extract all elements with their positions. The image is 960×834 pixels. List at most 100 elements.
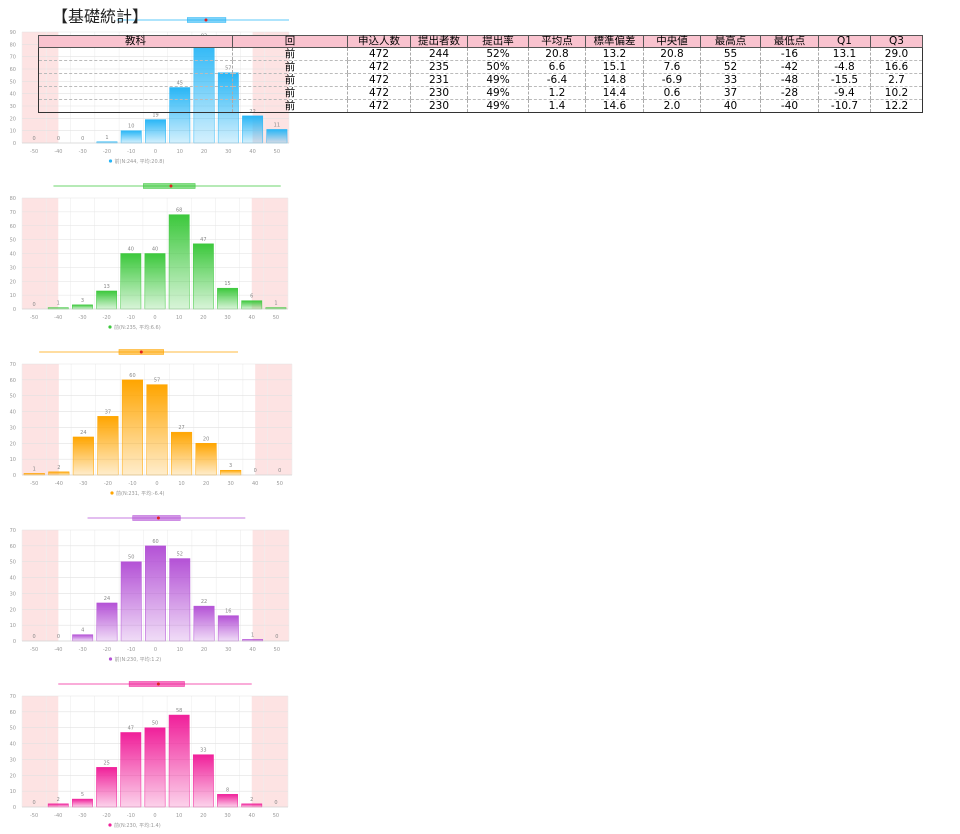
data-label: 19 bbox=[152, 113, 158, 119]
y-tick-label: 30 bbox=[10, 265, 16, 271]
data-label: 2 bbox=[250, 797, 253, 803]
chart: 0102030405060700-500-404-3024-2050-10600… bbox=[10, 515, 290, 663]
data-label: 47 bbox=[128, 725, 134, 731]
subject-cell bbox=[38, 73, 233, 87]
table-cell: -10.7 bbox=[818, 99, 871, 113]
y-tick-label: 40 bbox=[10, 252, 16, 258]
table-cell: 29.0 bbox=[870, 47, 923, 61]
x-tick-label: 50 bbox=[274, 149, 280, 155]
table-cell: -4.8 bbox=[818, 60, 871, 74]
x-tick-label: 30 bbox=[224, 315, 230, 321]
bar bbox=[169, 558, 191, 642]
x-tick-label: 20 bbox=[200, 813, 206, 819]
table-cell: 230 bbox=[410, 86, 468, 100]
y-tick-label: 20 bbox=[10, 279, 16, 285]
x-tick-label: 10 bbox=[176, 813, 182, 819]
data-label: 0 bbox=[81, 136, 84, 142]
x-tick-label: -30 bbox=[78, 813, 86, 819]
table-cell: -6.4 bbox=[528, 73, 586, 87]
bar bbox=[241, 803, 263, 808]
mean-dot bbox=[204, 18, 208, 22]
bar bbox=[217, 287, 238, 310]
outer-zone bbox=[22, 364, 59, 475]
data-label: 58 bbox=[176, 708, 182, 714]
x-tick-label: -50 bbox=[30, 315, 38, 321]
x-tick-label: 50 bbox=[273, 813, 279, 819]
y-tick-label: 10 bbox=[10, 457, 16, 463]
x-tick-label: 50 bbox=[277, 481, 283, 487]
x-tick-label: -30 bbox=[78, 315, 86, 321]
table-cell: 14.4 bbox=[585, 86, 644, 100]
data-label: 2 bbox=[57, 797, 60, 803]
data-label: 6 bbox=[250, 294, 253, 300]
y-tick-label: 0 bbox=[13, 639, 16, 645]
y-tick-label: 0 bbox=[13, 473, 16, 479]
x-tick-label: -10 bbox=[128, 481, 136, 487]
y-tick-label: 40 bbox=[10, 742, 16, 748]
legend-swatch bbox=[108, 325, 112, 329]
y-tick-label: 80 bbox=[10, 196, 16, 202]
x-tick-label: 50 bbox=[273, 315, 279, 321]
data-label: 22 bbox=[201, 599, 207, 605]
chart-card: 0 10 20 30 40 50 60 70 1 -50 2 -40 24 -30 37 -20 60 -10 57… bbox=[0, 332, 300, 498]
y-tick-label: 20 bbox=[10, 116, 16, 122]
x-tick-label: 20 bbox=[201, 647, 207, 653]
bar bbox=[146, 384, 168, 476]
y-tick-label: 80 bbox=[10, 42, 16, 48]
table-cell: -16 bbox=[760, 47, 819, 61]
x-tick-label: -30 bbox=[79, 647, 87, 653]
page: {"header": {"title": "【基礎統計】"}, "table":… bbox=[9, 7, 923, 829]
table-cell: 472 bbox=[347, 86, 411, 100]
table-cell: 前 bbox=[232, 99, 348, 113]
column-header: 標準偏差 bbox=[585, 35, 644, 48]
table-cell: 2.0 bbox=[643, 99, 701, 113]
data-label: 1 bbox=[251, 632, 254, 638]
x-tick-label: -40 bbox=[54, 315, 62, 321]
bar bbox=[217, 794, 238, 808]
y-tick-label: 60 bbox=[10, 67, 16, 73]
column-header: 申込人数 bbox=[347, 35, 411, 48]
bar bbox=[48, 471, 70, 476]
data-label: 33 bbox=[200, 748, 206, 754]
data-label: 0 bbox=[57, 136, 60, 142]
page-title: 【基礎統計】 bbox=[52, 7, 149, 26]
table-cell: 13.2 bbox=[585, 47, 644, 61]
bar bbox=[97, 416, 119, 476]
mean-dot bbox=[169, 184, 173, 188]
data-label: 50 bbox=[128, 555, 134, 561]
table-cell: 16.6 bbox=[870, 60, 923, 74]
y-tick-label: 10 bbox=[10, 789, 16, 795]
data-label: 37 bbox=[105, 409, 111, 415]
y-tick-label: 10 bbox=[10, 623, 16, 629]
data-label: 3 bbox=[229, 463, 232, 469]
y-tick-label: 20 bbox=[10, 773, 16, 779]
data-label: 1 bbox=[57, 301, 60, 307]
data-label: 0 bbox=[32, 302, 35, 308]
y-tick-label: 30 bbox=[10, 104, 16, 110]
y-tick-label: 60 bbox=[10, 710, 16, 716]
data-label: 47 bbox=[200, 237, 206, 243]
y-tick-label: 0 bbox=[13, 307, 16, 313]
x-tick-label: -10 bbox=[127, 647, 135, 653]
x-tick-label: 40 bbox=[249, 149, 255, 155]
table-cell: 1.2 bbox=[528, 86, 586, 100]
x-tick-label: -50 bbox=[30, 481, 38, 487]
data-label: 52 bbox=[177, 552, 183, 558]
x-tick-label: 50 bbox=[274, 647, 280, 653]
data-label: 0 bbox=[57, 634, 60, 640]
column-header: 教科 bbox=[38, 35, 233, 48]
data-label: 11 bbox=[274, 122, 280, 128]
y-tick-label: 0 bbox=[13, 141, 16, 147]
data-label: 0 bbox=[33, 634, 36, 640]
y-tick-label: 70 bbox=[10, 362, 16, 368]
table-cell: 前 bbox=[232, 86, 348, 100]
table-cell: 12.2 bbox=[870, 99, 923, 113]
table-row: 前 472 230 49% 1.4 14.6 2.0 40 -40 -10.7 12.2 bbox=[38, 99, 923, 113]
column-header: 平均点 bbox=[528, 35, 586, 48]
y-tick-label: 40 bbox=[10, 576, 16, 582]
bar bbox=[121, 379, 144, 476]
table-row: 前 472 230 49% 1.2 14.4 0.6 37 -28 -9.4 10.2 bbox=[38, 86, 923, 100]
y-tick-label: 40 bbox=[10, 410, 16, 416]
subject-cell bbox=[38, 86, 233, 100]
chart: 0102030405060701-502-4024-3037-2060-1057… bbox=[10, 349, 293, 497]
